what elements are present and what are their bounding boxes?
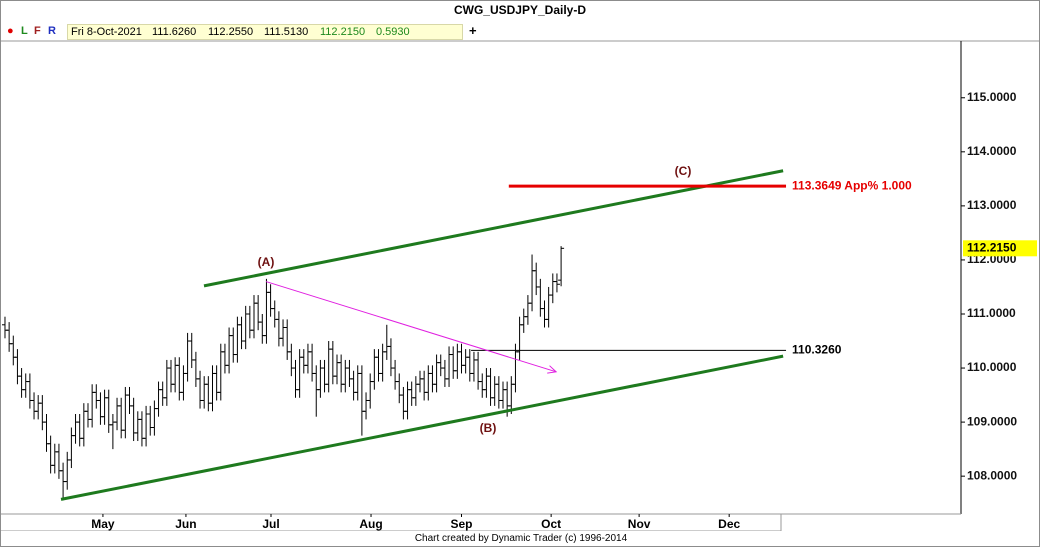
toolbar-button[interactable]: R: [48, 25, 56, 37]
y-tick-label: 114.0000: [967, 144, 1017, 158]
y-tick-label: 115.0000: [967, 90, 1017, 104]
toolbar: ● L F R Fri 8-Oct-2021 111.6260 112.2550…: [1, 23, 1039, 40]
trend-line: [203, 169, 784, 288]
trend-line: [60, 354, 784, 501]
x-tick-label: Jun: [175, 517, 196, 531]
info-open: 111.6260: [152, 26, 197, 38]
x-tick-label: Jul: [262, 517, 279, 531]
last-price-label: 112.2150: [967, 240, 1017, 254]
x-tick-label: Aug: [359, 517, 382, 531]
line-label: 110.3260: [792, 343, 842, 357]
trend-line: [265, 281, 557, 373]
toolbar-button[interactable]: L: [21, 25, 28, 37]
info-change: 0.5930: [376, 26, 410, 38]
line-label: 113.3649 App% 1.000: [792, 178, 912, 192]
last-price-tag: [963, 240, 1037, 257]
x-tick-label: Dec: [718, 517, 740, 531]
y-tick-label: 110.0000: [967, 360, 1017, 374]
footer: Chart created by Dynamic Trader (c) 1996…: [414, 533, 628, 544]
y-tick-label: 109.0000: [967, 414, 1017, 428]
y-tick-label: 108.0000: [967, 468, 1017, 482]
info-high: 112.2550: [208, 26, 254, 38]
wave-label: (B): [480, 421, 497, 435]
info-date: Fri 8-Oct-2021: [71, 26, 142, 38]
status-dot: ●: [7, 25, 14, 37]
add-button[interactable]: +: [469, 23, 477, 38]
x-tick-label: Nov: [628, 517, 651, 531]
wave-label: (C): [675, 164, 692, 178]
chart: 108.0000109.0000110.0000111.0000112.0000…: [1, 40, 1039, 531]
info-low: 111.5130: [264, 26, 309, 38]
window-title: CWG_USDJPY_Daily-D: [453, 3, 587, 17]
x-tick-label: Oct: [541, 517, 561, 531]
ohlc-info: Fri 8-Oct-2021 111.6260 112.2550 111.513…: [67, 24, 463, 40]
wave-label: (A): [258, 255, 275, 269]
toolbar-button[interactable]: F: [34, 25, 41, 37]
y-tick-label: 113.0000: [967, 198, 1017, 212]
y-tick-label: 111.0000: [967, 306, 1016, 320]
info-close: 112.2150: [320, 26, 366, 38]
arrow-head: [547, 365, 558, 374]
x-tick-label: Sep: [450, 517, 472, 531]
x-tick-label: May: [91, 517, 115, 531]
